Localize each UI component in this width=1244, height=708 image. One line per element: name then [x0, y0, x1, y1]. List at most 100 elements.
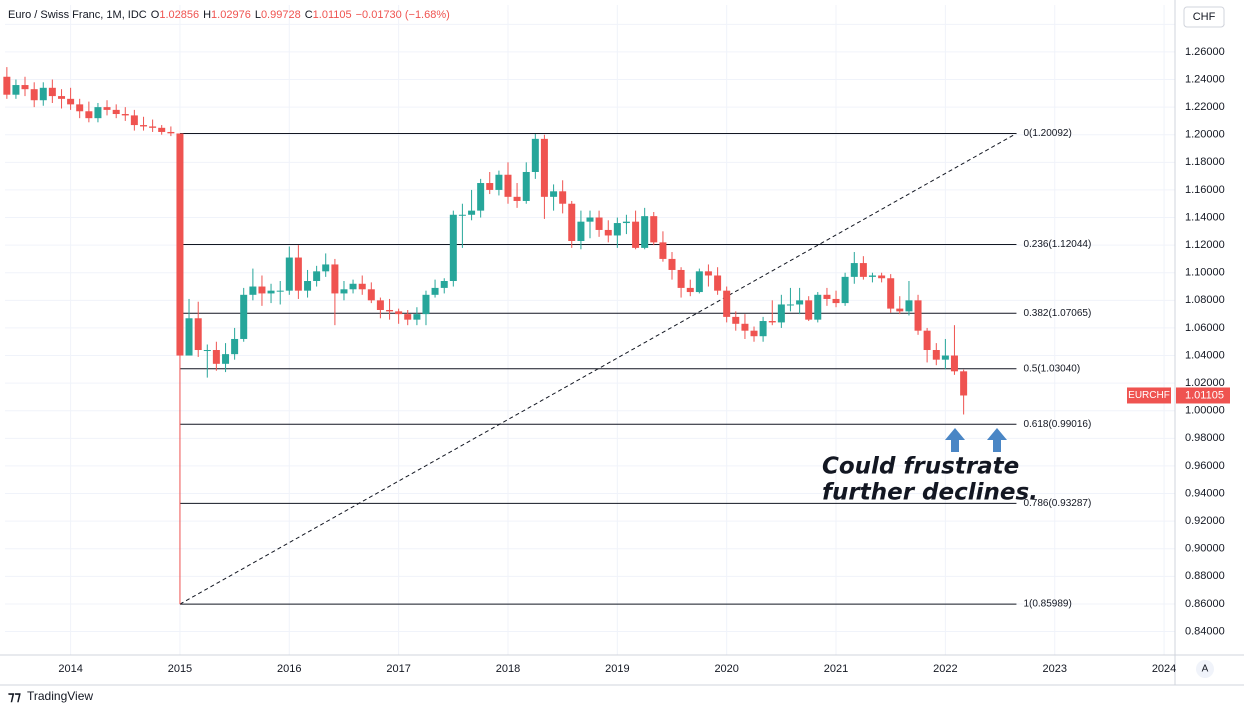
- candle-body: [313, 271, 321, 282]
- candle-body: [67, 98, 75, 105]
- candle-body: [130, 115, 138, 126]
- currency-label: CHF: [1193, 11, 1216, 23]
- candle-body: [686, 287, 694, 293]
- x-tick-label: 2014: [58, 663, 82, 675]
- x-tick-label: 2021: [824, 663, 848, 675]
- y-tick-label: 1.02000: [1185, 377, 1225, 389]
- candle-body: [340, 289, 348, 294]
- candle-body: [422, 294, 430, 315]
- candle-body: [212, 350, 220, 364]
- annotation: Could frustrate: [822, 454, 1019, 480]
- candle-body: [586, 217, 594, 222]
- candle-body: [768, 321, 776, 323]
- candle-body: [140, 125, 148, 127]
- candle-body: [167, 131, 175, 134]
- candle-body: [285, 257, 293, 291]
- candle-body: [704, 271, 712, 276]
- candle-body: [887, 278, 895, 309]
- h-label: H: [203, 9, 211, 21]
- plot-area: 0(1.20092) 0.236(1.12044) 0.382(1.07065) 0.…: [3, 67, 1091, 610]
- candle-body: [249, 286, 257, 295]
- annotation-arrows: [945, 428, 1007, 452]
- candle-body: [604, 229, 612, 236]
- candle-body: [650, 216, 658, 243]
- candle-body: [413, 314, 421, 320]
- candle-body: [76, 104, 84, 112]
- candle-body: [222, 354, 230, 364]
- candle-body: [158, 127, 166, 132]
- candle-body: [304, 281, 312, 291]
- fib-label: 0(1.20092): [1023, 128, 1071, 139]
- y-tick-label: 1.24000: [1185, 73, 1225, 85]
- candle-body: [613, 223, 621, 236]
- grid: [5, 5, 1175, 655]
- candle-body: [39, 87, 47, 101]
- candle-body: [550, 191, 558, 197]
- candle-body: [231, 338, 239, 355]
- candle-body: [458, 214, 466, 216]
- candle-body: [531, 138, 539, 172]
- candle-body: [960, 371, 968, 396]
- candle-body: [386, 309, 394, 312]
- y-tick-label: 0.84000: [1185, 625, 1225, 637]
- currency-button[interactable]: [1183, 6, 1225, 28]
- candle-body: [149, 126, 157, 128]
- y-tick-label: 1.22000: [1185, 101, 1225, 113]
- y-tick-label: 1.12000: [1185, 239, 1225, 251]
- x-tick-label: 2019: [605, 663, 629, 675]
- candle-body: [677, 269, 685, 288]
- c-label: C: [305, 9, 313, 21]
- candle-body: [376, 300, 384, 310]
- candle-body: [468, 210, 476, 215]
- candle-body: [358, 283, 366, 290]
- candle-body: [30, 89, 38, 101]
- candle-body: [568, 203, 576, 241]
- x-tick-label: 2017: [386, 663, 410, 675]
- l-label: L: [255, 9, 261, 21]
- candle-body: [203, 350, 211, 352]
- o-value: 1.02856: [159, 9, 199, 21]
- candle-body: [486, 183, 494, 190]
- change: −0.01730 (−1.68%): [356, 9, 450, 21]
- candle-body: [859, 263, 867, 277]
- price-tag-name: EURCHF: [1128, 390, 1170, 401]
- candle-body: [513, 196, 521, 201]
- candle-body: [12, 85, 20, 95]
- y-tick-label: 0.98000: [1185, 432, 1225, 444]
- y-tick-label: 0.88000: [1185, 570, 1225, 582]
- candle-body: [805, 300, 813, 320]
- candle-body: [823, 294, 831, 299]
- x-tick-label: 2022: [933, 663, 957, 675]
- y-tick-label: 0.92000: [1185, 515, 1225, 527]
- candle-body: [58, 96, 66, 99]
- candle-body: [932, 350, 940, 360]
- candle-body: [905, 300, 913, 312]
- annotation: further declines.: [822, 480, 1038, 506]
- candle-body: [267, 290, 275, 294]
- fib-label: 0.786(0.93287): [1023, 498, 1091, 509]
- candle-body: [331, 264, 339, 294]
- candle-body: [48, 87, 56, 97]
- x-tick-label: 2018: [496, 663, 520, 675]
- x-tick-label: 2020: [714, 663, 738, 675]
- y-tick-label: 0.90000: [1185, 543, 1225, 555]
- fib-label: 0.382(1.07065): [1023, 308, 1091, 319]
- x-tick-label: 2024: [1152, 663, 1176, 675]
- price-tag-bg: [1176, 387, 1230, 404]
- candle-body: [121, 114, 129, 116]
- candle-body: [641, 216, 649, 248]
- x-tick-label: 2015: [168, 663, 192, 675]
- h-value: 1.02976: [211, 9, 251, 21]
- y-tick-label: 1.10000: [1185, 267, 1225, 279]
- candle-body: [194, 318, 202, 351]
- y-tick-label: 1.20000: [1185, 129, 1225, 141]
- candle-body: [759, 321, 767, 337]
- auto-scale-button[interactable]: [1196, 660, 1214, 678]
- candle-body: [440, 281, 448, 288]
- price-tag-name-bg: [1127, 387, 1171, 404]
- candle-body: [723, 290, 731, 317]
- candle-body: [276, 290, 284, 292]
- candle-body: [841, 276, 849, 304]
- candle-body: [258, 286, 266, 294]
